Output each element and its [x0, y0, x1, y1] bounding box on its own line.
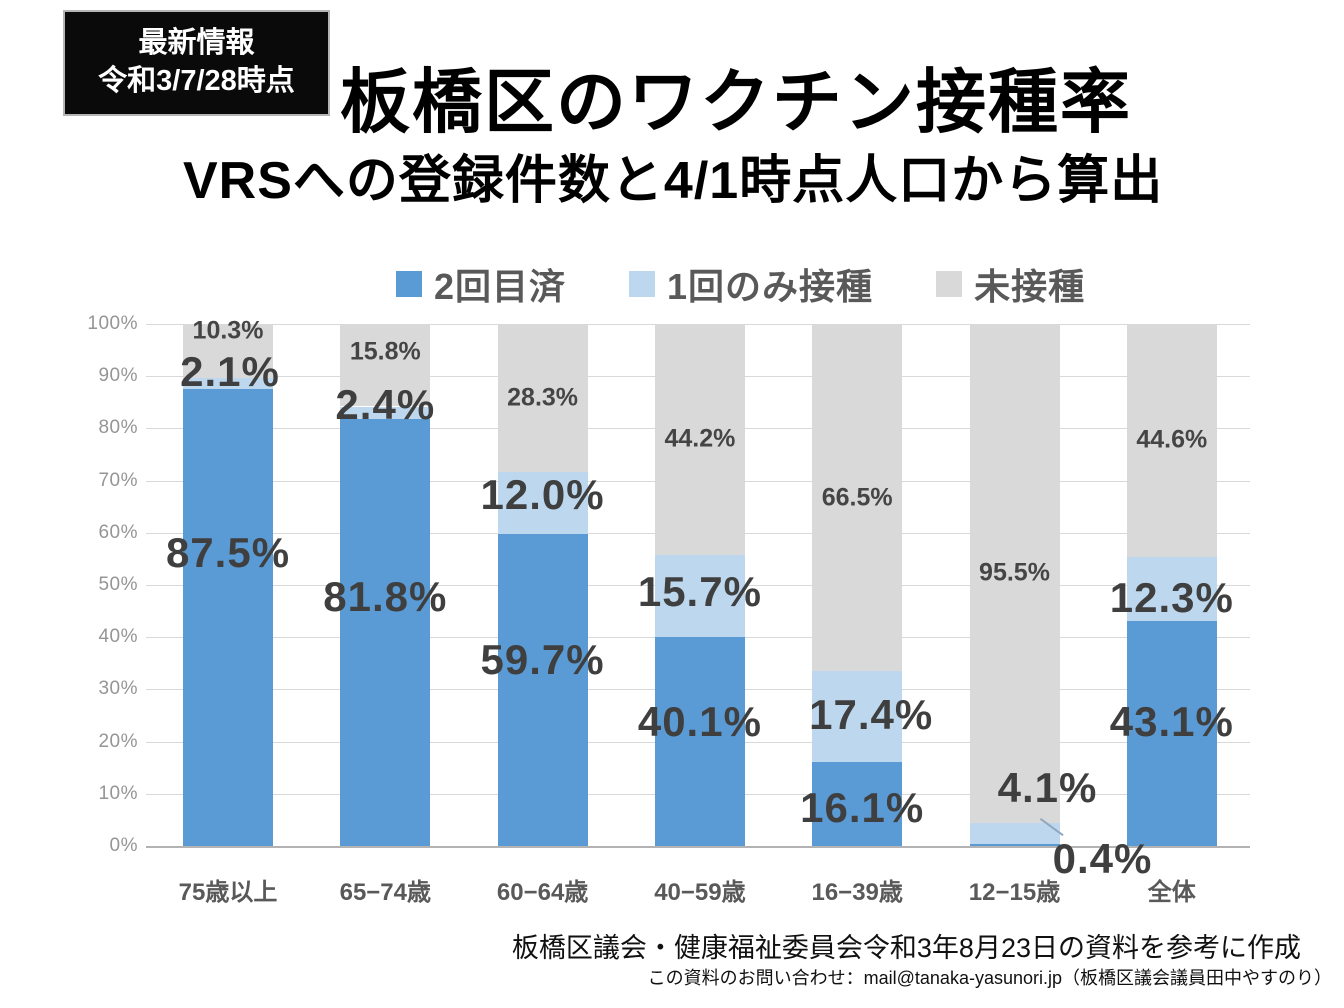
value-label-unvaccinated-3: 44.2% [664, 424, 736, 453]
segment-first-dose-only-1 [340, 406, 431, 420]
y-tick-label-70%: 70% [98, 469, 138, 491]
y-tick-label-20%: 20% [98, 730, 138, 752]
value-label-unvaccinated-6: 44.6% [1136, 425, 1208, 454]
legend-label-second-dose: 2回目済 [434, 266, 567, 307]
badge-line2: 令和3/7/28時点 [98, 65, 295, 97]
value-label-unvaccinated-0: 10.3% [192, 316, 264, 345]
value-label-second-dose-1: 81.8% [323, 572, 448, 620]
legend-label-unvaccinated: 未接種 [974, 266, 1086, 307]
y-tick-label-100%: 100% [87, 313, 138, 334]
legend-item-unvaccinated: 未接種 [936, 258, 1085, 310]
bar-4 [812, 324, 903, 846]
x-tick-label-3: 40−59歳 [654, 879, 746, 906]
value-label-unvaccinated-2: 28.3% [507, 383, 579, 412]
segment-unvaccinated-2 [497, 324, 588, 472]
value-label-second-dose-4: 16.1% [800, 783, 925, 831]
segment-second-dose-2 [497, 534, 588, 846]
badge-line1: 最新情報 [138, 27, 255, 60]
plot-area [146, 324, 1250, 848]
segment-second-dose-5 [969, 843, 1060, 846]
segment-first-dose-only-6 [1126, 556, 1217, 622]
y-tick-label-40%: 40% [98, 626, 138, 648]
value-label-first-dose-only-1: 2.4% [335, 380, 436, 428]
x-tick-label-5: 12−15歳 [968, 879, 1061, 906]
legend-label-first-dose-only: 1回のみ接種 [667, 266, 874, 307]
value-label-first-dose-only-0: 2.1% [180, 347, 280, 395]
legend-marker-first-dose-only [629, 271, 656, 297]
value-label-second-dose-0: 87.5% [165, 528, 291, 576]
y-tick-label-50%: 50% [98, 574, 138, 595]
contact-note: この資料のお問い合わせ：mail@tanaka-yasunori.jp（板橋区議… [647, 968, 1332, 988]
segment-unvaccinated-4 [812, 324, 903, 672]
chart-legend: 2回目済 1回のみ接種 未接種 [396, 258, 1085, 310]
segment-first-dose-only-0 [183, 378, 273, 390]
segment-second-dose-0 [183, 389, 273, 846]
legend-marker-second-dose [396, 271, 422, 297]
value-label-first-dose-only-2: 12.0% [480, 471, 605, 519]
x-tick-label-6: 全体 [1147, 879, 1196, 906]
value-label-second-dose-5: 0.4% [1052, 834, 1153, 882]
value-label-unvaccinated-4: 66.5% [821, 483, 893, 512]
y-tick-label-80%: 80% [98, 417, 138, 439]
bar-3 [654, 324, 745, 846]
value-label-first-dose-only-6: 12.3% [1109, 573, 1234, 621]
bar-0 [183, 324, 273, 846]
value-label-second-dose-3: 40.1% [637, 698, 762, 746]
bar-1 [340, 324, 431, 846]
legend-item-second-dose: 2回目済 [396, 258, 566, 310]
legend-item-first-dose-only: 1回のみ接種 [629, 258, 873, 310]
value-label-unvaccinated-5: 95.5% [979, 558, 1050, 587]
segment-unvaccinated-0 [183, 324, 273, 379]
y-tick-label-60%: 60% [98, 521, 138, 543]
value-label-first-dose-only-5: 4.1% [997, 764, 1098, 812]
source-note: 板橋区議会・健康福祉委員会令和3年8月23日の資料を参考に作成 [511, 933, 1301, 963]
bar-5 [969, 324, 1060, 846]
x-axis-line [146, 846, 1250, 848]
segment-unvaccinated-1 [340, 324, 431, 407]
y-tick-label-0%: 0% [109, 835, 138, 856]
value-label-second-dose-6: 43.1% [1109, 697, 1234, 745]
segment-unvaccinated-3 [654, 324, 745, 555]
page-subtitle: VRSへの登録件数と4/1時点人口から算出 [183, 152, 1164, 210]
value-label-first-dose-only-4: 17.4% [809, 690, 934, 738]
segment-second-dose-4 [812, 761, 903, 846]
segment-first-dose-only-3 [654, 554, 745, 637]
y-tick-label-10%: 10% [98, 782, 138, 804]
update-badge: 最新情報 令和3/7/28時点 [63, 10, 330, 116]
bar-2 [497, 324, 588, 846]
segment-unvaccinated-5 [969, 324, 1060, 823]
segment-second-dose-3 [654, 636, 745, 846]
segment-first-dose-only-5 [969, 822, 1060, 844]
y-tick-label-90%: 90% [98, 365, 138, 387]
segment-unvaccinated-6 [1126, 324, 1217, 557]
value-label-unvaccinated-1: 15.8% [349, 337, 421, 366]
bar-6 [1126, 324, 1217, 846]
segment-second-dose-6 [1126, 621, 1217, 846]
value-label-first-dose-only-3: 15.7% [637, 567, 762, 615]
segment-first-dose-only-2 [497, 471, 588, 535]
x-tick-label-2: 60−64歳 [496, 879, 589, 906]
legend-marker-unvaccinated [936, 271, 963, 297]
segment-first-dose-only-4 [812, 671, 903, 762]
y-tick-label-30%: 30% [98, 678, 138, 700]
value-label-second-dose-2: 59.7% [480, 636, 605, 684]
page-title: 板橋区のワクチン接種率 [340, 63, 1132, 141]
segment-second-dose-1 [340, 419, 431, 846]
x-tick-label-1: 65−74歳 [339, 879, 431, 906]
x-tick-label-4: 16−39歳 [811, 879, 903, 906]
x-tick-label-0: 75歳以上 [178, 879, 278, 906]
